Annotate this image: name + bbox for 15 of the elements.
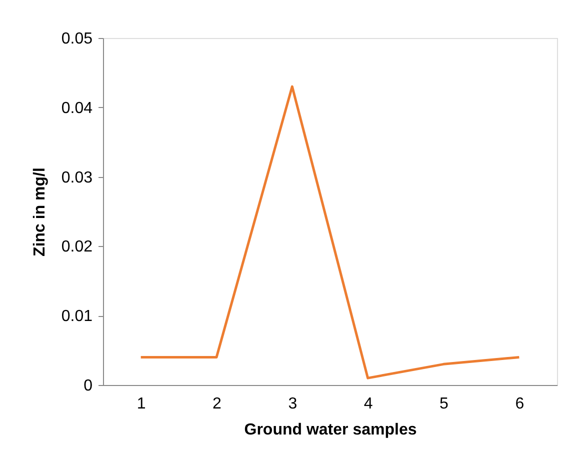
- y-tick-label: 0.05: [61, 30, 93, 48]
- x-tick-label: 2: [212, 396, 222, 412]
- y-axis-title: Zinc in mg/l: [31, 168, 48, 256]
- x-axis-title: Ground water samples: [244, 422, 417, 438]
- y-tick-label: 0: [84, 378, 93, 394]
- x-tick-label: 3: [288, 396, 298, 412]
- x-tick-label: 6: [515, 396, 524, 412]
- y-tick-label: 0.03: [61, 169, 93, 186]
- y-tick-label: 0.04: [61, 100, 93, 117]
- line-series: [140, 85, 520, 380]
- x-tick-label: 4: [364, 396, 373, 412]
- x-tick-label: 1: [136, 396, 146, 412]
- y-tick-label: 0.02: [61, 238, 93, 256]
- x-tick-label: 5: [440, 396, 449, 412]
- y-tick-label: 0.01: [61, 308, 93, 326]
